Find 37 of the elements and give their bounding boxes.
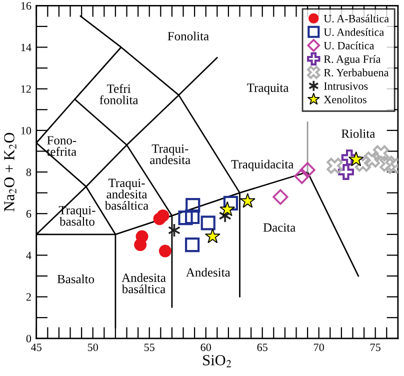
annotation: Basalto <box>57 274 94 284</box>
y-tick-label: 2 <box>26 293 31 301</box>
legend-label: Intrusivos <box>324 82 368 90</box>
annotation: Fono- tefrita <box>46 136 76 156</box>
legend-label: Xenolitos <box>324 95 366 104</box>
annotation: Andesita <box>186 268 230 277</box>
y-axis-title: Na$_{2}$O + K$_{2}$O <box>4 132 16 212</box>
x-tick-label: 70 <box>314 344 324 352</box>
x-tick-label: 50 <box>88 344 98 352</box>
x-tick-label: 60 <box>200 344 211 352</box>
annotation: Dacita <box>263 223 296 232</box>
x-tick-label: 75 <box>370 344 380 352</box>
legend-label: U. A-Basáltica <box>324 14 389 22</box>
y-tick-label: 8 <box>26 168 32 176</box>
y-tick-label: 4 <box>26 252 32 260</box>
x-tick-label: 65 <box>257 344 268 352</box>
legend-label: R. Agua Fría <box>324 55 381 66</box>
y-tick-label: 14 <box>21 44 32 52</box>
annotation: Tefri fonolita <box>100 84 138 104</box>
y-tick-label: 10 <box>21 126 32 134</box>
annotation: Fonolita <box>168 32 209 40</box>
annotation: Traquidacita <box>231 160 294 172</box>
annotation: Traqui- andesita <box>150 144 190 164</box>
y-tick-label: 0 <box>26 334 32 342</box>
legend-label: U. Andesítica <box>324 28 384 36</box>
y-tick-label: 6 <box>26 210 32 218</box>
x-axis-title: SiO$_{2}$ <box>203 355 232 368</box>
legend-label: R. Yerbabuena <box>324 68 389 76</box>
annotation: Traquita <box>247 84 289 94</box>
y-tick-label: 12 <box>21 85 31 93</box>
annotation: Andesita basáltica <box>122 273 166 294</box>
x-tick-label: 45 <box>31 344 42 352</box>
y-tick-label: 16 <box>21 2 32 10</box>
annotation: Riolita <box>342 129 376 138</box>
annotation: Traqui- andesita basáltica <box>104 178 148 210</box>
legend-label: U. Dacítica <box>324 42 374 50</box>
x-tick-label: 55 <box>144 344 154 352</box>
